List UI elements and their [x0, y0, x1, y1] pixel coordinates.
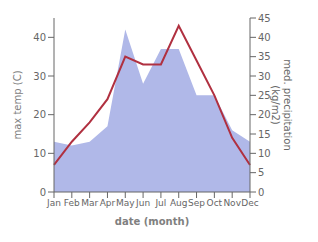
svg-text:Nov: Nov	[223, 198, 241, 208]
svg-text:Apr: Apr	[100, 198, 116, 208]
svg-text:med. precipitation(kg/m2): med. precipitation(kg/m2)	[270, 59, 293, 151]
svg-text:Aug: Aug	[170, 198, 188, 208]
svg-text:Sep: Sep	[188, 198, 205, 208]
svg-text:May: May	[116, 198, 135, 208]
svg-text:45: 45	[258, 13, 271, 24]
svg-text:Dec: Dec	[241, 198, 258, 208]
svg-text:Jan: Jan	[46, 198, 61, 208]
svg-text:5: 5	[258, 167, 264, 178]
svg-text:10: 10	[33, 148, 46, 159]
svg-text:Feb: Feb	[64, 198, 80, 208]
svg-text:Oct: Oct	[207, 198, 223, 208]
svg-text:20: 20	[33, 109, 46, 120]
svg-text:15: 15	[258, 129, 271, 140]
svg-text:40: 40	[258, 32, 271, 43]
svg-text:max temp (C): max temp (C)	[12, 70, 23, 139]
svg-text:30: 30	[33, 71, 46, 82]
svg-text:Jul: Jul	[154, 198, 166, 208]
svg-text:Jun: Jun	[135, 198, 150, 208]
svg-text:Mar: Mar	[81, 198, 98, 208]
svg-text:0: 0	[40, 187, 46, 198]
svg-text:10: 10	[258, 148, 271, 159]
svg-text:0: 0	[258, 187, 264, 198]
svg-text:25: 25	[258, 90, 271, 101]
svg-text:date (month): date (month)	[115, 216, 189, 227]
svg-text:30: 30	[258, 71, 271, 82]
svg-text:20: 20	[258, 109, 271, 120]
svg-text:40: 40	[33, 32, 46, 43]
svg-text:35: 35	[258, 51, 271, 62]
